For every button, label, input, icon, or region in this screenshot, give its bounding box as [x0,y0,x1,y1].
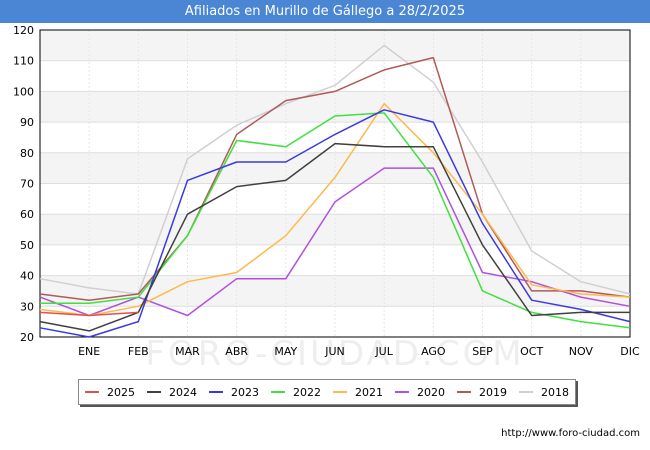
series-line-2022 [40,112,631,329]
legend-item-2025: 2025 [85,386,135,399]
legend: 2025 2024 2023 2022 2021 2020 2019 2018 [78,379,576,405]
legend-label: 2021 [355,385,383,399]
legend-swatch [395,391,409,393]
legend-item-2019: 2019 [457,386,507,399]
x-tick-label: ABR [225,345,248,358]
y-tick-label: 110 [13,55,34,68]
legend-label: 2018 [541,385,569,399]
y-tick-label: 90 [20,116,34,129]
legend-item-2020: 2020 [395,386,445,399]
legend-swatch [457,391,471,393]
legend-label: 2022 [293,385,321,399]
legend-swatch [147,391,161,393]
legend-item-2024: 2024 [147,386,197,399]
series-line-2023 [39,109,631,338]
y-tick-label: 120 [13,24,34,37]
x-tick-label: FEB [128,345,149,358]
legend-swatch [85,391,99,393]
legend-item-2021: 2021 [333,386,383,399]
x-tick-label: JUN [324,345,345,358]
x-tick-label: SEP [472,345,493,358]
legend-item-2018: 2018 [519,386,569,399]
legend-swatch [271,391,285,393]
series-line-2021 [39,102,631,317]
y-tick-label: 50 [20,239,34,252]
legend-item-2023: 2023 [209,386,259,399]
legend-label: 2020 [417,385,445,399]
series-line-2025 [39,311,139,317]
x-tick-label: ENE [78,345,100,358]
x-tick-label: JUL [374,345,393,358]
x-tick-label: MAR [175,345,200,358]
y-tick-label: 70 [20,178,34,191]
legend-label: 2023 [231,385,259,399]
y-tick-label: 60 [20,208,34,221]
plot-frame [39,29,631,338]
legend-label: 2019 [479,385,507,399]
legend-item-2022: 2022 [271,386,321,399]
y-tick-label: 40 [20,270,34,283]
x-tick-label: DIC [620,345,640,358]
watermark: FORO-CIUDAD.COM [145,334,524,374]
x-tick-label: NOV [569,345,594,358]
legend-swatch [333,391,347,393]
legend-swatch [209,391,223,393]
legend-label: 2025 [107,385,135,399]
y-tick-label: 80 [20,147,34,160]
legend-swatch [519,391,533,393]
source-label[interactable]: http://www.foro-ciudad.com [501,428,640,439]
x-tick-label: AGO [421,345,446,358]
legend-label: 2024 [169,385,197,399]
y-tick-label: 30 [20,300,34,313]
chart-title: Afiliados en Murillo de Gállego a 28/2/2… [0,0,650,23]
y-tick-label: 20 [20,331,34,344]
y-tick-label: 100 [13,85,34,98]
series-line-2019 [39,56,631,301]
x-tick-label: MAY [274,345,297,358]
x-tick-label: OCT [520,345,543,358]
